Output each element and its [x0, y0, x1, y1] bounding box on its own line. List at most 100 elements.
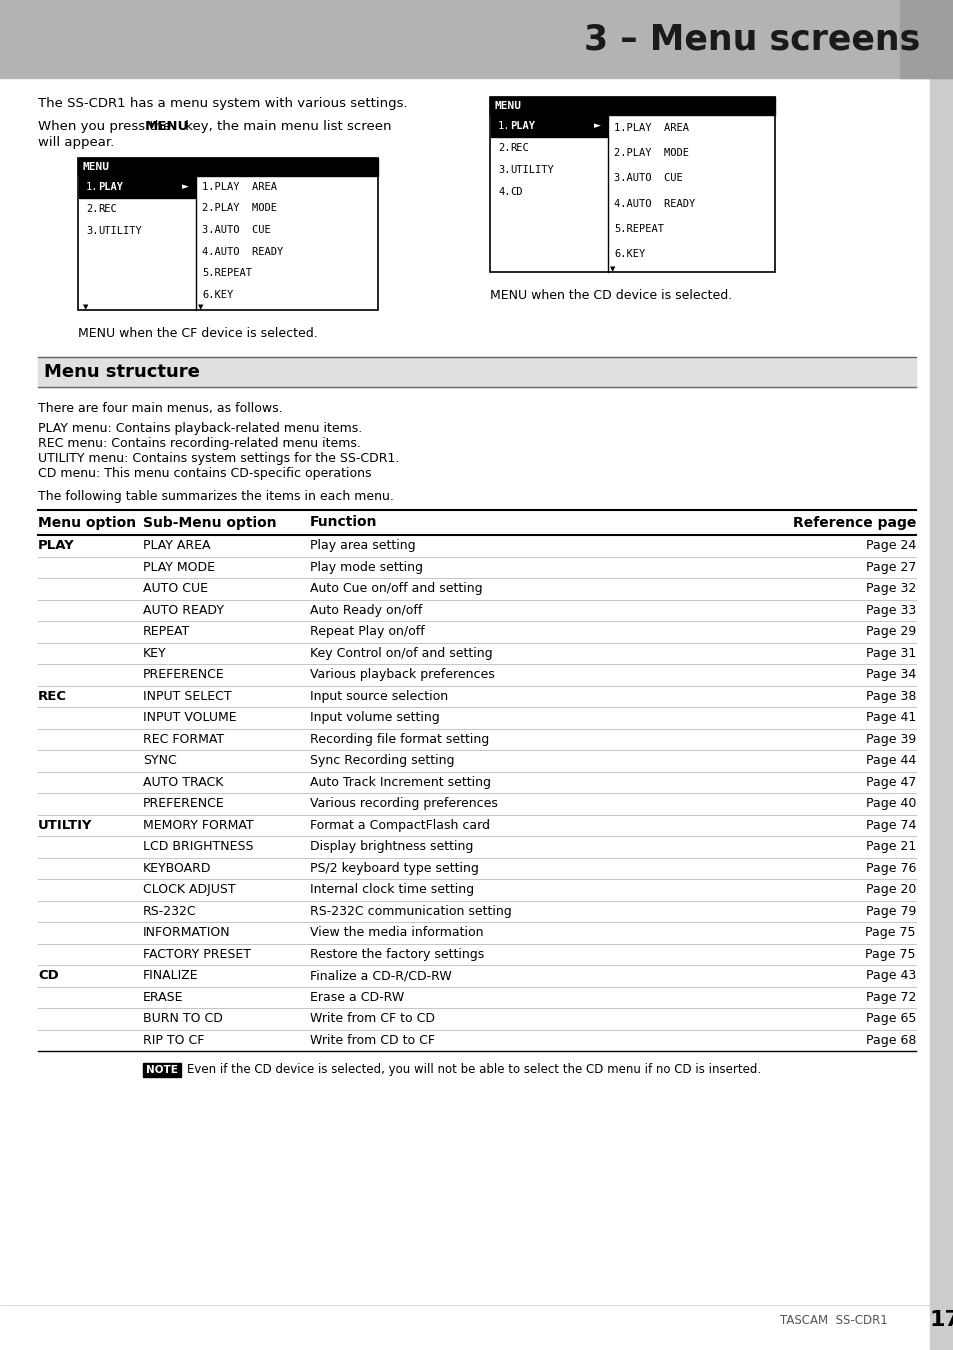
Text: Sub-Menu option: Sub-Menu option — [143, 516, 276, 529]
Text: Page 20: Page 20 — [864, 883, 915, 896]
Bar — [78, 158, 377, 310]
Text: LCD BRIGHTNESS: LCD BRIGHTNESS — [143, 840, 253, 853]
Text: 2.PLAY  MODE: 2.PLAY MODE — [614, 148, 688, 158]
Text: Page 21: Page 21 — [864, 840, 915, 853]
Bar — [490, 97, 774, 271]
Text: UTILTIY: UTILTIY — [38, 818, 92, 832]
Bar — [38, 356, 915, 387]
Text: RS-232C: RS-232C — [143, 904, 196, 918]
Text: PLAY MODE: PLAY MODE — [143, 560, 214, 574]
Text: KEYBOARD: KEYBOARD — [143, 861, 212, 875]
Bar — [490, 97, 774, 115]
Text: MENU: MENU — [145, 120, 189, 134]
Text: Play area setting: Play area setting — [310, 539, 416, 552]
Text: 1.: 1. — [497, 122, 510, 131]
Text: TASCAM  SS-CDR1: TASCAM SS-CDR1 — [780, 1314, 887, 1327]
Text: 3 – Menu screens: 3 – Menu screens — [583, 22, 919, 55]
Text: Erase a CD-RW: Erase a CD-RW — [310, 991, 404, 1004]
Text: CD: CD — [38, 969, 59, 983]
Text: Various playback preferences: Various playback preferences — [310, 668, 495, 682]
Text: Page 27: Page 27 — [864, 560, 915, 574]
Text: Menu option: Menu option — [38, 516, 136, 529]
Text: PREFERENCE: PREFERENCE — [143, 798, 225, 810]
Text: CD menu: This menu contains CD-specific operations: CD menu: This menu contains CD-specific … — [38, 467, 371, 481]
Text: Page 75: Page 75 — [864, 926, 915, 940]
Text: PLAY: PLAY — [510, 122, 535, 131]
Text: Page 65: Page 65 — [864, 1012, 915, 1025]
Text: Write from CD to CF: Write from CD to CF — [310, 1034, 435, 1046]
Bar — [78, 158, 377, 176]
Text: Recording file format setting: Recording file format setting — [310, 733, 489, 745]
Text: 2.: 2. — [86, 204, 98, 215]
Text: 1.PLAY  AREA: 1.PLAY AREA — [614, 123, 688, 132]
Text: Page 44: Page 44 — [864, 755, 915, 767]
Text: INPUT VOLUME: INPUT VOLUME — [143, 711, 236, 724]
Text: REC: REC — [510, 143, 528, 153]
Text: Display brightness setting: Display brightness setting — [310, 840, 473, 853]
Text: AUTO CUE: AUTO CUE — [143, 582, 208, 595]
Text: There are four main menus, as follows.: There are four main menus, as follows. — [38, 402, 282, 414]
Text: ▼: ▼ — [198, 304, 203, 310]
Text: Page 43: Page 43 — [864, 969, 915, 983]
Text: 4.AUTO  READY: 4.AUTO READY — [202, 247, 283, 256]
Text: REC FORMAT: REC FORMAT — [143, 733, 224, 745]
Text: key, the main menu list screen: key, the main menu list screen — [181, 120, 391, 134]
Text: Page 47: Page 47 — [864, 776, 915, 788]
Text: The following table summarizes the items in each menu.: The following table summarizes the items… — [38, 490, 394, 504]
Text: Auto Ready on/off: Auto Ready on/off — [310, 603, 422, 617]
Text: 6.KEY: 6.KEY — [202, 290, 233, 300]
Text: MENU: MENU — [495, 101, 521, 111]
Text: 4.: 4. — [497, 188, 510, 197]
Text: FACTORY PRESET: FACTORY PRESET — [143, 948, 251, 961]
Bar — [929, 0, 953, 1350]
Bar — [79, 176, 194, 198]
Text: INFORMATION: INFORMATION — [143, 926, 231, 940]
Text: MEMORY FORMAT: MEMORY FORMAT — [143, 818, 253, 832]
Text: BURN TO CD: BURN TO CD — [143, 1012, 223, 1025]
Text: Finalize a CD-R/CD-RW: Finalize a CD-R/CD-RW — [310, 969, 452, 983]
Text: AUTO TRACK: AUTO TRACK — [143, 776, 223, 788]
Bar — [143, 1062, 181, 1077]
Text: AUTO READY: AUTO READY — [143, 603, 224, 617]
Text: RS-232C communication setting: RS-232C communication setting — [310, 904, 511, 918]
Text: Page 29: Page 29 — [864, 625, 915, 639]
Text: Page 74: Page 74 — [864, 818, 915, 832]
Text: Page 40: Page 40 — [864, 798, 915, 810]
Text: UTILITY menu: Contains system settings for the SS-CDR1.: UTILITY menu: Contains system settings f… — [38, 452, 399, 464]
Text: ►: ► — [182, 182, 189, 192]
Text: Reference page: Reference page — [792, 516, 915, 529]
Text: INPUT SELECT: INPUT SELECT — [143, 690, 232, 703]
Bar — [0, 0, 953, 78]
Text: 3.: 3. — [497, 165, 510, 176]
Text: ▼: ▼ — [83, 304, 89, 310]
Text: 5.REPEAT: 5.REPEAT — [614, 224, 663, 234]
Text: Page 68: Page 68 — [864, 1034, 915, 1046]
Text: NOTE: NOTE — [146, 1065, 178, 1075]
Text: Function: Function — [310, 516, 377, 529]
Text: Repeat Play on/off: Repeat Play on/off — [310, 625, 424, 639]
Bar — [899, 0, 953, 78]
Text: Page 75: Page 75 — [864, 948, 915, 961]
Text: 2.PLAY  MODE: 2.PLAY MODE — [202, 204, 276, 213]
Text: The SS-CDR1 has a menu system with various settings.: The SS-CDR1 has a menu system with vario… — [38, 97, 407, 109]
Text: Page 72: Page 72 — [864, 991, 915, 1004]
Text: KEY: KEY — [143, 647, 167, 660]
Text: Page 41: Page 41 — [864, 711, 915, 724]
Text: PS/2 keyboard type setting: PS/2 keyboard type setting — [310, 861, 478, 875]
Text: FINALIZE: FINALIZE — [143, 969, 198, 983]
Text: PLAY: PLAY — [38, 539, 74, 552]
Text: Various recording preferences: Various recording preferences — [310, 798, 497, 810]
Text: CD: CD — [510, 188, 522, 197]
Text: MENU when the CD device is selected.: MENU when the CD device is selected. — [490, 289, 732, 302]
Text: PREFERENCE: PREFERENCE — [143, 668, 225, 682]
Text: MENU: MENU — [83, 162, 110, 171]
Text: Input volume setting: Input volume setting — [310, 711, 439, 724]
Text: Page 38: Page 38 — [864, 690, 915, 703]
Text: Write from CF to CD: Write from CF to CD — [310, 1012, 435, 1025]
Text: 1.PLAY  AREA: 1.PLAY AREA — [202, 182, 276, 192]
Text: 3.AUTO  CUE: 3.AUTO CUE — [202, 225, 271, 235]
Text: Page 31: Page 31 — [864, 647, 915, 660]
Text: Menu structure: Menu structure — [44, 363, 200, 381]
Text: Auto Cue on/off and setting: Auto Cue on/off and setting — [310, 582, 482, 595]
Text: UTILITY: UTILITY — [98, 225, 142, 236]
